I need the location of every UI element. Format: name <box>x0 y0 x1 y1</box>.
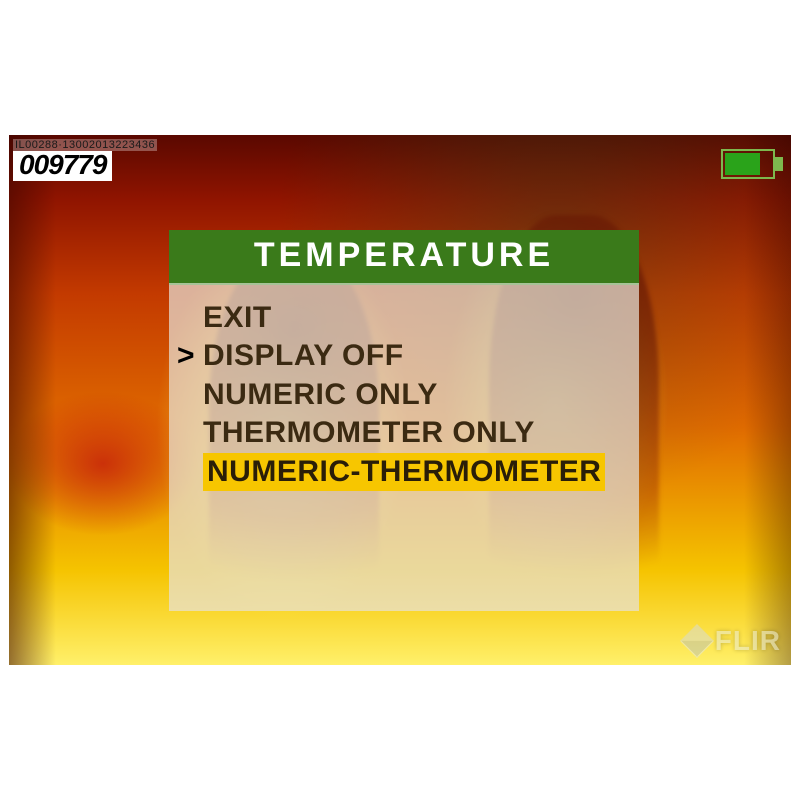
battery-tip <box>775 157 783 171</box>
menu-item-label: EXIT <box>203 299 272 337</box>
menu-cursor-icon: > <box>177 337 203 375</box>
menu-title: TEMPERATURE <box>169 230 639 285</box>
frame-counter: 009779 <box>13 151 112 181</box>
menu-item-label: NUMERIC ONLY <box>203 376 438 414</box>
menu-item-display-off[interactable]: > DISPLAY OFF <box>177 337 631 375</box>
brand-diamond-icon <box>680 624 714 658</box>
temperature-menu: TEMPERATURE EXIT > DISPLAY OFF NUMERIC O… <box>169 230 639 611</box>
thermal-viewport: IL00288·13002013223436 009779 TEMPERATUR… <box>9 135 791 665</box>
menu-item-thermometer-only[interactable]: THERMOMETER ONLY <box>177 414 631 452</box>
brand-watermark: FLIR <box>685 625 781 657</box>
menu-body: EXIT > DISPLAY OFF NUMERIC ONLY THERMOME… <box>169 285 639 611</box>
menu-item-exit[interactable]: EXIT <box>177 299 631 337</box>
battery-indicator <box>721 149 783 179</box>
menu-item-label: NUMERIC-THERMOMETER <box>203 453 605 491</box>
menu-item-label: DISPLAY OFF <box>203 337 404 375</box>
menu-item-label: THERMOMETER ONLY <box>203 414 535 452</box>
menu-item-numeric-thermometer[interactable]: NUMERIC-THERMOMETER <box>177 453 631 491</box>
battery-fill <box>725 153 760 175</box>
brand-text: FLIR <box>715 625 781 657</box>
menu-item-numeric-only[interactable]: NUMERIC ONLY <box>177 376 631 414</box>
